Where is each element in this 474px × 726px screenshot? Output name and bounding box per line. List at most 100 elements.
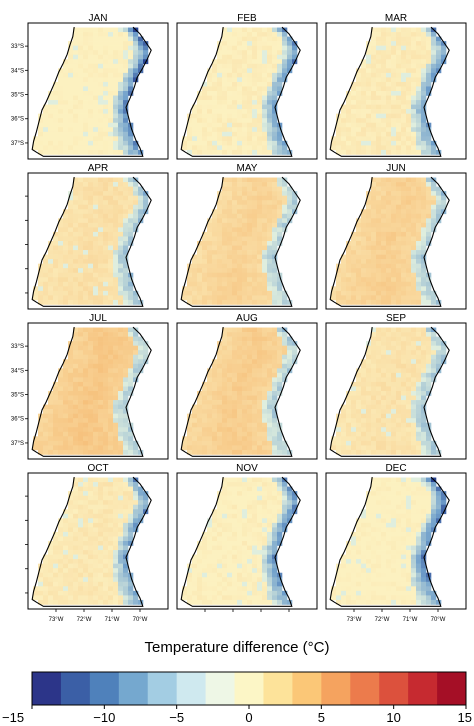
field-cell — [361, 91, 367, 96]
field-cell — [282, 509, 288, 515]
field-cell — [351, 104, 357, 110]
field-cell — [227, 86, 233, 92]
field-cell — [336, 431, 342, 437]
field-cell — [287, 213, 293, 219]
field-cell — [287, 500, 293, 506]
field-cell — [282, 77, 288, 83]
field-cell — [123, 200, 129, 206]
field-cell — [287, 59, 293, 65]
field-cell — [247, 281, 253, 287]
field-cell — [217, 250, 223, 255]
field-cell — [267, 91, 273, 96]
field-cell — [376, 95, 382, 101]
field-cell — [88, 522, 94, 528]
field-cell — [411, 354, 417, 360]
field-cell — [237, 477, 243, 483]
field-cell — [237, 213, 243, 219]
field-cell — [366, 104, 372, 110]
field-cell — [247, 354, 253, 360]
field-cell — [227, 341, 233, 346]
field-cell — [88, 241, 94, 246]
field-cell — [53, 536, 59, 542]
field-cell — [366, 68, 372, 74]
field-cell — [182, 290, 188, 296]
field-cell — [98, 136, 104, 142]
field-cell — [277, 491, 283, 496]
field-cell — [242, 213, 248, 219]
field-cell — [237, 227, 243, 233]
field-cell — [242, 391, 248, 396]
field-cell — [118, 363, 124, 369]
field-cell — [346, 250, 352, 255]
field-cell — [401, 63, 407, 69]
field-cell — [118, 381, 124, 387]
field-cell — [78, 250, 84, 255]
field-cell — [83, 231, 89, 237]
field-cell — [128, 91, 134, 96]
field-cell — [108, 427, 114, 433]
field-cell — [118, 236, 124, 242]
field-cell — [426, 449, 432, 455]
field-cell — [38, 427, 44, 433]
field-cell — [143, 50, 149, 56]
field-cell — [356, 218, 362, 224]
field-cell — [118, 482, 124, 487]
field-cell — [227, 182, 233, 187]
field-cell — [396, 336, 402, 342]
field-cell — [68, 200, 74, 206]
field-cell — [376, 213, 382, 219]
field-cell — [242, 77, 248, 83]
field-cell — [227, 290, 233, 296]
field-cell — [83, 118, 89, 124]
field-cell — [396, 131, 402, 137]
field-cell — [232, 72, 238, 78]
field-cell — [63, 127, 69, 133]
field-cell — [83, 359, 89, 365]
field-cell — [277, 449, 283, 455]
field-cell — [242, 431, 248, 437]
field-cell — [88, 213, 94, 219]
field-cell — [68, 554, 74, 560]
field-cell — [73, 195, 79, 201]
field-cell — [217, 86, 223, 92]
field-cell — [128, 45, 134, 51]
field-cell — [113, 395, 119, 401]
field-cell — [386, 41, 392, 46]
field-cell — [267, 182, 273, 187]
field-cell — [63, 222, 69, 228]
field-cell — [431, 200, 437, 206]
field-cell — [242, 440, 248, 446]
field-cell — [411, 363, 417, 369]
field-cell — [441, 41, 447, 46]
field-cell — [371, 277, 377, 283]
field-cell — [431, 341, 437, 346]
field-cell — [262, 100, 268, 105]
field-cell — [267, 213, 273, 219]
field-cell — [68, 559, 74, 564]
field-cell — [361, 281, 367, 287]
field-cell — [73, 72, 79, 78]
field-cell — [68, 572, 74, 578]
field-cell — [197, 404, 203, 410]
field-cell — [396, 350, 402, 356]
field-cell — [133, 186, 139, 192]
field-cell — [371, 36, 377, 42]
field-cell — [267, 495, 273, 501]
field-cell — [43, 445, 49, 451]
field-cell — [222, 509, 228, 515]
field-cell — [197, 427, 203, 433]
field-cell — [98, 27, 104, 33]
field-cell — [63, 213, 69, 219]
field-cell — [212, 72, 218, 78]
field-cell — [396, 177, 402, 183]
field-cell — [73, 368, 79, 374]
field-cell — [252, 122, 258, 128]
field-cell — [282, 350, 288, 356]
field-cell — [83, 418, 89, 424]
field-cell — [351, 250, 357, 255]
field-cell — [212, 413, 218, 419]
field-cell — [123, 140, 129, 146]
field-cell — [78, 286, 84, 292]
field-cell — [217, 436, 223, 442]
field-cell — [98, 413, 104, 419]
